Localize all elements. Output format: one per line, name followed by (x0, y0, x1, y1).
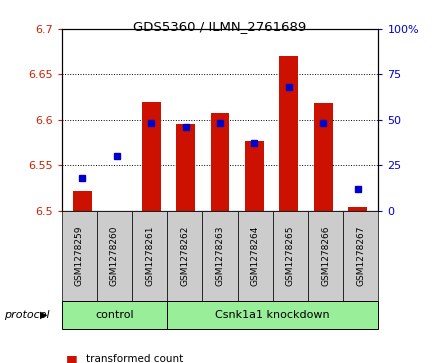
Text: control: control (95, 310, 134, 320)
Text: protocol: protocol (4, 310, 50, 320)
Text: GSM1278259: GSM1278259 (75, 226, 84, 286)
Bar (210, 113, 230, 211)
Bar (279, 56, 298, 211)
Bar (245, 140, 264, 211)
Bar (348, 207, 367, 211)
Text: GSM1278261: GSM1278261 (145, 226, 154, 286)
Text: GSM1278266: GSM1278266 (321, 226, 330, 286)
Text: GSM1278265: GSM1278265 (286, 226, 295, 286)
Text: GSM1278262: GSM1278262 (180, 226, 189, 286)
Text: GSM1278267: GSM1278267 (356, 226, 365, 286)
Bar (314, 103, 333, 211)
Text: ▶: ▶ (40, 310, 48, 320)
Bar (142, 102, 161, 211)
Text: ■: ■ (66, 353, 78, 363)
Text: GSM1278263: GSM1278263 (216, 226, 224, 286)
Text: Csnk1a1 knockdown: Csnk1a1 knockdown (216, 310, 330, 320)
Bar (176, 124, 195, 211)
Text: GDS5360 / ILMN_2761689: GDS5360 / ILMN_2761689 (133, 20, 307, 33)
Text: transformed count: transformed count (86, 354, 183, 363)
Text: GSM1278260: GSM1278260 (110, 226, 119, 286)
Bar (73, 191, 92, 211)
Text: GSM1278264: GSM1278264 (251, 226, 260, 286)
